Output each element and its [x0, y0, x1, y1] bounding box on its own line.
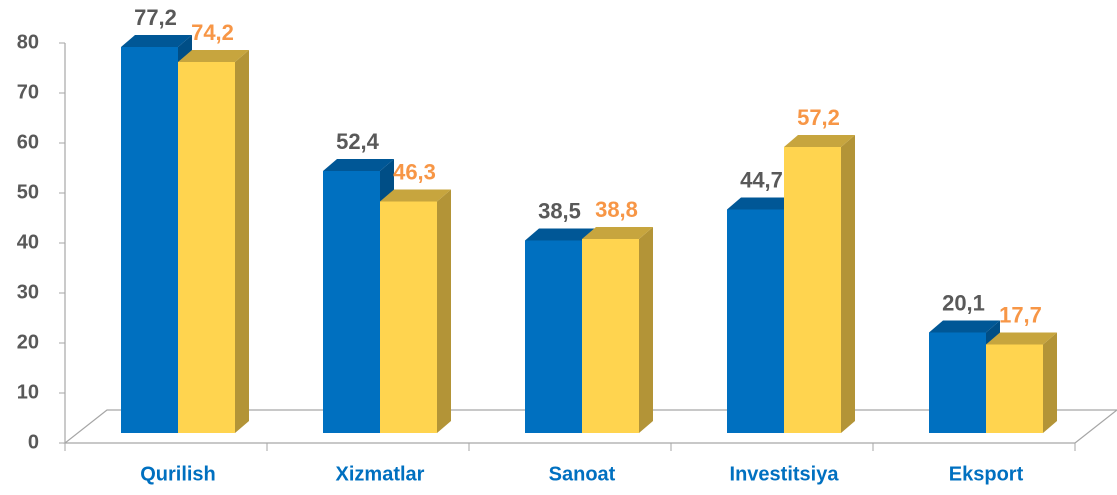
bar-side	[841, 135, 855, 433]
bar-front	[380, 201, 437, 433]
bar-top	[525, 228, 596, 241]
x-tick-label: Sanoat	[549, 463, 616, 485]
bar-front	[323, 171, 380, 433]
y-tick-label: 0	[28, 431, 39, 453]
y-tick-label: 60	[17, 131, 39, 153]
bar-top	[986, 332, 1057, 345]
data-label: 44,7	[740, 167, 783, 192]
bar-side	[639, 227, 653, 433]
bar-front	[986, 344, 1043, 433]
bar-top	[323, 159, 394, 171]
x-tick-label: Xizmatlar	[336, 463, 425, 485]
bar-top	[784, 135, 855, 147]
data-label: 38,8	[595, 197, 638, 222]
x-tick-label: Qurilish	[140, 463, 216, 485]
y-tick-label: 40	[17, 231, 39, 253]
bar-top	[178, 50, 249, 62]
bar-front	[727, 209, 784, 433]
bar-front	[784, 147, 841, 433]
y-tick-label: 10	[17, 381, 39, 403]
bar-top	[929, 320, 1000, 333]
y-tick-label: 70	[17, 81, 39, 103]
bar-side	[235, 50, 249, 433]
y-tick-label: 20	[17, 331, 39, 353]
bar-top	[121, 35, 192, 47]
y-tick-label: 30	[17, 281, 39, 303]
bar-front	[582, 239, 639, 433]
bar-top	[582, 227, 653, 239]
data-label: 17,7	[999, 302, 1042, 327]
floor	[63, 409, 1117, 444]
bar-side	[437, 189, 451, 433]
bar-top	[380, 189, 451, 202]
data-label: 57,2	[797, 105, 840, 130]
bar-front	[525, 240, 582, 433]
bar-front	[929, 332, 986, 433]
data-label: 52,4	[336, 129, 380, 154]
data-label: 74,2	[191, 20, 234, 45]
data-label: 38,5	[538, 198, 581, 223]
y-tick-label: 50	[17, 181, 39, 203]
bar-front	[121, 47, 178, 433]
x-tick-label: Eksport	[949, 463, 1024, 485]
bar-side	[1043, 332, 1057, 433]
x-tick-label: Investitsiya	[730, 463, 840, 485]
y-tick-label: 80	[17, 31, 39, 53]
data-label: 46,3	[393, 159, 436, 184]
bar-top	[727, 197, 798, 210]
bar-front	[178, 62, 235, 433]
data-label: 20,1	[942, 290, 985, 315]
data-label: 77,2	[134, 5, 177, 30]
